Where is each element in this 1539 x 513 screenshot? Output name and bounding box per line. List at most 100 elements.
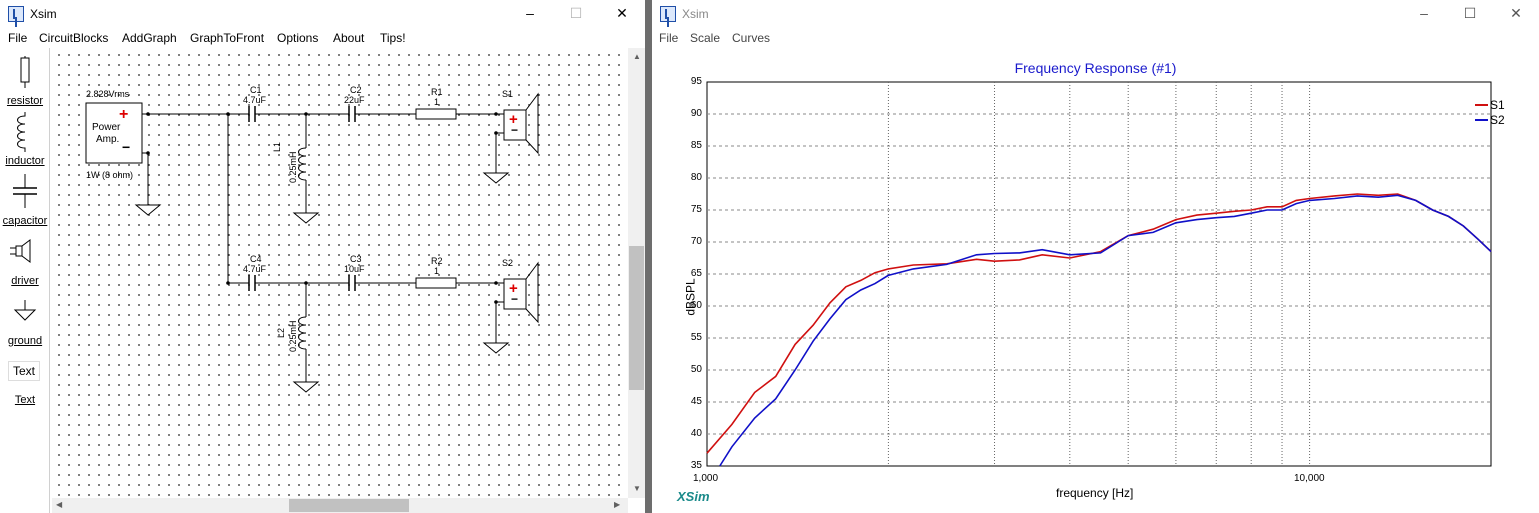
- frequency-response-chart[interactable]: [652, 0, 1539, 513]
- c1-name: C1: [250, 85, 262, 95]
- menu-graphtofront[interactable]: GraphToFront: [190, 31, 265, 45]
- graph-window-title: Xsim: [682, 7, 709, 21]
- y-tick-label: 65: [690, 268, 702, 279]
- menu-options[interactable]: Options: [277, 31, 319, 45]
- text-icon[interactable]: Text: [8, 361, 40, 381]
- scroll-right-icon[interactable]: ▶: [614, 500, 621, 509]
- y-tick-label: 80: [690, 172, 702, 183]
- c3-value: 10uF: [344, 264, 365, 274]
- menu-tips[interactable]: Tips!: [380, 31, 406, 45]
- minimize-button[interactable]: –: [526, 5, 534, 21]
- s2-plus-terminal: +: [509, 280, 518, 297]
- horizontal-scroll-thumb[interactable]: [289, 499, 409, 512]
- s2-name: S2: [502, 258, 514, 268]
- amp-label-line1: Power: [92, 122, 121, 133]
- chart-title: Frequency Response (#1): [1014, 60, 1177, 76]
- app-icon: [8, 6, 24, 22]
- y-tick-label: 35: [690, 460, 702, 471]
- y-tick-label: 75: [690, 204, 702, 215]
- inductor-icon[interactable]: [0, 112, 50, 152]
- scroll-down-icon[interactable]: ▼: [633, 484, 641, 493]
- l2-value: 0.25mH: [288, 320, 298, 352]
- menu-file[interactable]: File: [8, 31, 28, 45]
- r2-name: R2: [431, 256, 443, 266]
- s2-minus-terminal: −: [511, 292, 519, 306]
- y-tick-label: 95: [690, 76, 702, 87]
- amp-label-line2: Amp.: [96, 134, 120, 145]
- horizontal-scrollbar[interactable]: ◀ ▶: [52, 498, 628, 513]
- palette-text[interactable]: Text: [14, 394, 36, 406]
- graph-app-icon: [660, 6, 676, 22]
- y-tick-label: 40: [690, 428, 702, 439]
- c1-value: 4.7uF: [243, 95, 267, 105]
- driver-icon[interactable]: [0, 238, 50, 268]
- graph-maximize-button[interactable]: ☐: [1463, 5, 1477, 21]
- xsim-brand-logo: XSim: [677, 489, 710, 504]
- l2-name: L2: [276, 327, 286, 338]
- graph-close-button[interactable]: ✕: [1510, 5, 1522, 21]
- c4-value: 4.7uF: [243, 264, 267, 274]
- y-tick-label: 45: [690, 396, 702, 407]
- close-button[interactable]: ✕: [616, 5, 628, 21]
- c3-name: C3: [350, 254, 362, 264]
- graph-window: Xsim – ☐ ✕ File Scale Curves Frequency R…: [652, 0, 1539, 513]
- legend-s1: S1: [1490, 98, 1505, 112]
- c4-name: C4: [250, 254, 262, 264]
- window-title: Xsim: [30, 7, 57, 21]
- maximize-button[interactable]: ☐: [569, 5, 583, 21]
- capacitor-icon[interactable]: [0, 172, 50, 212]
- menu-bar: File CircuitBlocks AddGraph GraphToFront…: [0, 28, 645, 48]
- menu-circuitblocks[interactable]: CircuitBlocks: [39, 31, 109, 45]
- s1-minus-terminal: −: [511, 123, 519, 137]
- palette-inductor[interactable]: inductor: [5, 155, 45, 167]
- ground-icon[interactable]: [0, 300, 50, 326]
- y-axis-label: dBSPL: [683, 278, 698, 316]
- x-tick-1000: 1,000: [693, 473, 719, 484]
- component-palette: resistor inductor capacitor driver groun…: [0, 48, 50, 513]
- schematic: [85, 92, 539, 393]
- r1-value: 1: [434, 97, 440, 107]
- y-tick-label: 60: [690, 300, 702, 311]
- amp-load-label: 1W (8 ohm): [86, 170, 134, 180]
- circuit-window: Xsim – ☐ ✕ File CircuitBlocks AddGraph G…: [0, 0, 645, 513]
- circuit-canvas[interactable]: [52, 48, 627, 498]
- title-bar[interactable]: Xsim – ☐ ✕: [0, 0, 645, 28]
- y-tick-label: 85: [690, 140, 702, 151]
- graph-title-bar[interactable]: Xsim – ☐ ✕: [652, 0, 1539, 28]
- palette-driver[interactable]: driver: [11, 275, 39, 287]
- series-line-s2: [719, 194, 1492, 467]
- y-tick-label: 90: [690, 108, 702, 119]
- graph-menu-curves[interactable]: Curves: [732, 31, 771, 45]
- palette-ground[interactable]: ground: [7, 335, 43, 347]
- graph-minimize-button[interactable]: –: [1420, 5, 1428, 21]
- r1-name: R1: [431, 87, 443, 97]
- r2-value: 1: [434, 266, 440, 276]
- vertical-scroll-thumb[interactable]: [629, 246, 644, 390]
- legend-s2: S2: [1490, 113, 1505, 127]
- series-line-s1: [706, 193, 1492, 454]
- c2-value: 22uF: [344, 95, 365, 105]
- graph-menu-bar: File Scale Curves: [652, 28, 1539, 48]
- vertical-scrollbar[interactable]: ▲ ▼: [628, 48, 645, 498]
- s1-plus-terminal: +: [509, 111, 518, 128]
- palette-resistor[interactable]: resistor: [6, 95, 44, 107]
- scroll-up-icon[interactable]: ▲: [633, 52, 641, 61]
- palette-capacitor[interactable]: capacitor: [2, 215, 48, 227]
- x-tick-10000: 10,000: [1294, 473, 1325, 484]
- scroll-left-icon[interactable]: ◀: [56, 500, 63, 509]
- graph-menu-scale[interactable]: Scale: [690, 31, 721, 45]
- y-tick-label: 50: [690, 364, 702, 375]
- menu-about[interactable]: About: [333, 31, 365, 45]
- x-axis-label: frequency [Hz]: [1056, 486, 1134, 500]
- amp-minus-terminal: −: [122, 139, 131, 155]
- menu-addgraph[interactable]: AddGraph: [122, 31, 177, 45]
- resistor-icon[interactable]: [0, 56, 50, 90]
- y-tick-label: 70: [690, 236, 702, 247]
- amp-plus-terminal: +: [119, 106, 129, 123]
- c2-name: C2: [350, 85, 362, 95]
- s1-name: S1: [502, 89, 514, 99]
- graph-menu-file[interactable]: File: [659, 31, 679, 45]
- l1-value: 0.25mH: [288, 151, 298, 183]
- y-tick-label: 55: [690, 332, 702, 343]
- l1-name: L1: [272, 141, 282, 152]
